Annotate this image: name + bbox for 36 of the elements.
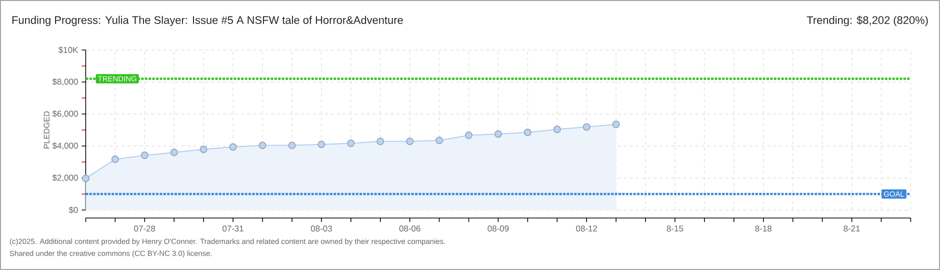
x-tick-label: 08-12 (576, 226, 597, 232)
point (582, 123, 590, 131)
point (200, 146, 208, 154)
point (258, 142, 266, 150)
chart-title: Funding Progress: Yulia The Slayer: Issue #5 A NSFW tale of Horror&Adventure (12, 16, 403, 26)
point (406, 138, 414, 146)
x-tick-label: 07-31 (222, 226, 244, 232)
point (229, 143, 237, 151)
y-tick-label: $10K (58, 46, 78, 54)
point (347, 140, 355, 148)
x-tick-label: 08-06 (399, 226, 420, 232)
x-tick-label: 08-09 (488, 226, 509, 232)
point (318, 140, 326, 148)
point (111, 156, 119, 164)
y-tick-label: $2,000 (52, 174, 78, 182)
point (288, 142, 296, 150)
x-tick-label: 07-28 (134, 226, 156, 232)
y-tick-label: $8,000 (52, 78, 78, 86)
y-tick-label: $0 (68, 206, 78, 214)
point (436, 136, 444, 144)
point (612, 120, 620, 128)
point (82, 174, 90, 182)
point (494, 130, 502, 138)
chart-subtitle: Trending: $8,202 (820%) (806, 16, 928, 26)
point (140, 152, 148, 160)
point (170, 148, 178, 156)
point (524, 128, 532, 136)
point (553, 126, 561, 134)
y-tick-label: $6,000 (52, 110, 78, 118)
x-tick-label: 8-18 (755, 226, 772, 232)
x-tick-label: 8-21 (844, 226, 860, 232)
x-tick-label: 8-15 (666, 226, 684, 232)
point (464, 132, 472, 140)
x-tick-label: 08-03 (310, 226, 332, 232)
y-tick-label: $4,000 (52, 142, 78, 150)
point (376, 138, 384, 146)
